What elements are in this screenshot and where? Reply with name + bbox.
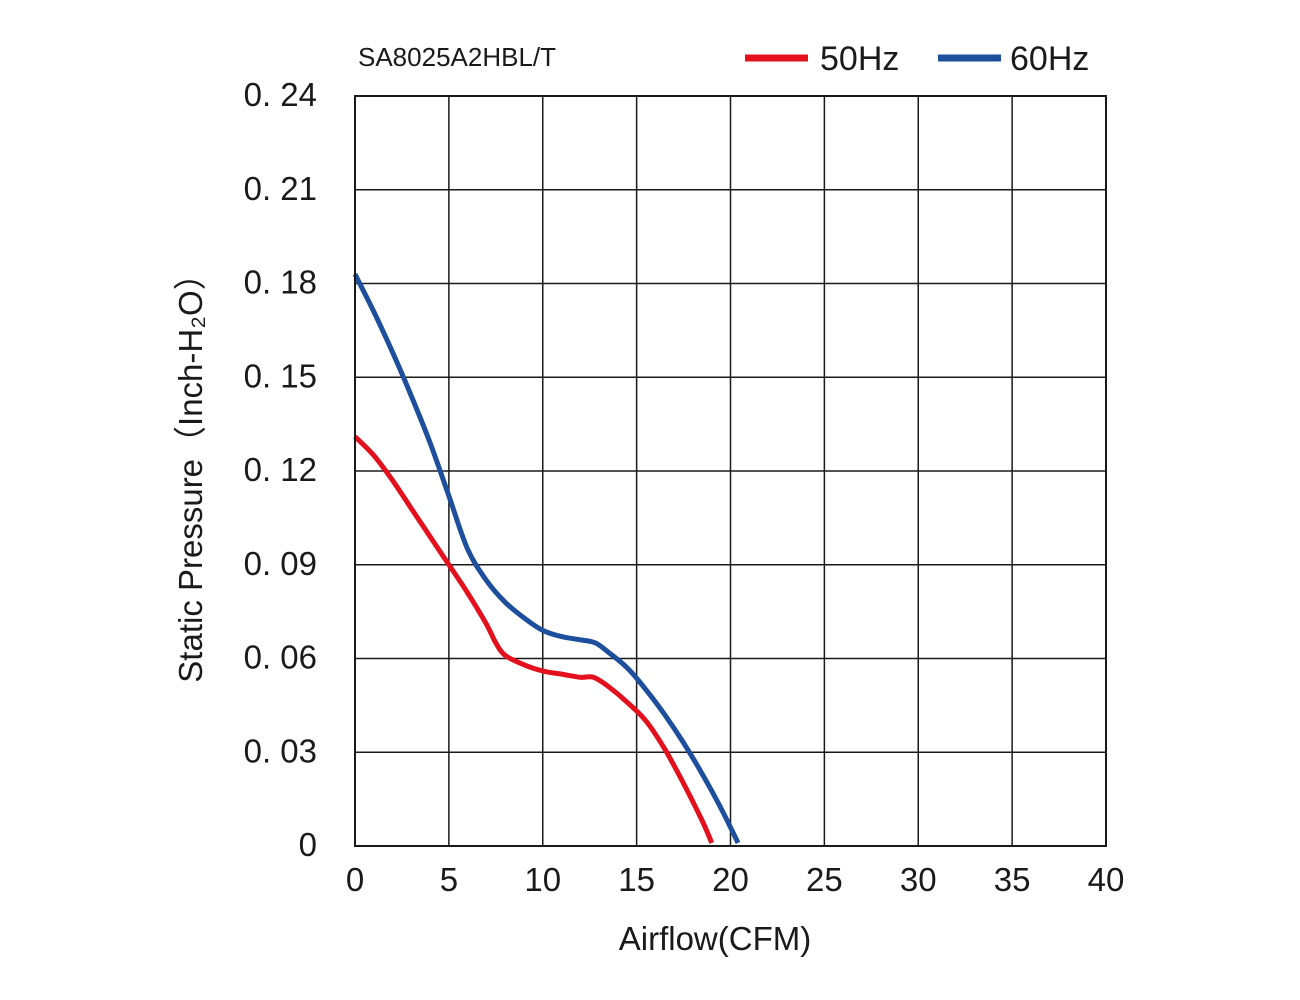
- legend-label-60hz: 60Hz: [1010, 40, 1089, 78]
- x-tick-label: 5: [440, 861, 458, 898]
- x-tick-labels: 0 5 10 15 20 25 30 35 40: [346, 861, 1125, 898]
- y-tick-label: 0. 12: [244, 451, 317, 488]
- x-tick-label: 20: [712, 861, 749, 898]
- plot-frame: [354, 95, 1107, 847]
- legend-label-50hz: 50Hz: [820, 40, 899, 78]
- y-tick-label: 0. 03: [244, 732, 317, 769]
- y-axis-title: Static Pressure（Inch-H₂O）: [172, 257, 209, 682]
- series-line-60hz: [352, 272, 741, 844]
- legend: 50Hz 60Hz: [745, 40, 1089, 78]
- y-tick-labels: 0 0. 03 0. 06 0. 09 0. 12 0. 15 0. 18 0. 21 0. 2…: [244, 76, 317, 863]
- x-axis-title: Airflow(CFM): [619, 920, 811, 957]
- chart-title: SA8025A2HBL/T: [358, 42, 556, 72]
- x-tick-label: 0: [346, 861, 364, 898]
- y-tick-label: 0. 24: [244, 76, 317, 113]
- x-tick-label: 25: [806, 861, 843, 898]
- x-tick-label: 40: [1088, 861, 1125, 898]
- series-line-50hz: [353, 434, 715, 844]
- x-tick-label: 35: [994, 861, 1031, 898]
- y-tick-label: 0. 09: [244, 545, 317, 582]
- y-tick-label: 0. 15: [244, 357, 317, 394]
- series-lines: [352, 272, 741, 844]
- y-tick-label: 0. 18: [244, 264, 317, 301]
- grid: [355, 96, 1106, 846]
- y-tick-label: 0: [299, 826, 317, 863]
- x-tick-label: 15: [618, 861, 655, 898]
- y-tick-label: 0. 06: [244, 639, 317, 676]
- y-tick-label: 0. 21: [244, 170, 317, 207]
- x-tick-label: 30: [900, 861, 937, 898]
- x-tick-label: 10: [524, 861, 561, 898]
